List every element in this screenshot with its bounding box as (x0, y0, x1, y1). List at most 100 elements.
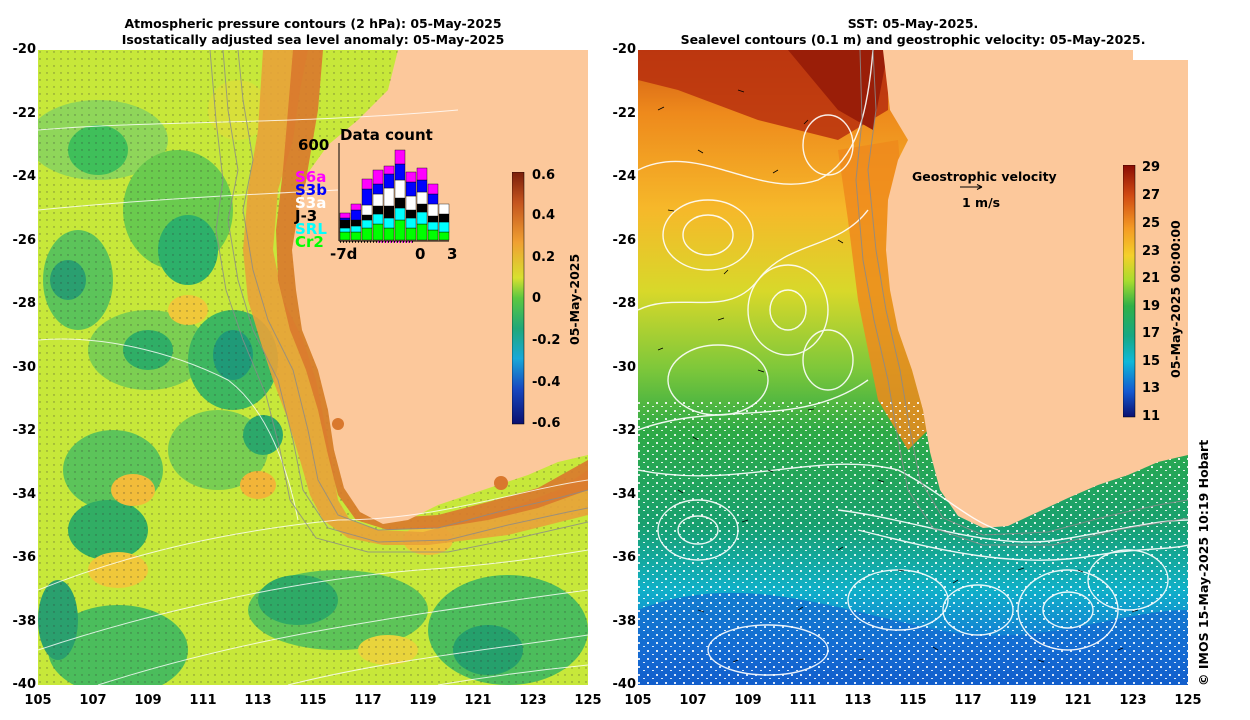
histogram-bar-segment (427, 183, 439, 195)
map-edge-gap (1133, 50, 1188, 60)
histogram-bar-segment (427, 203, 439, 217)
histogram-bar-segment (416, 179, 428, 193)
sst-tick-9: 11 (1142, 409, 1161, 424)
histogram-bar-segment (361, 219, 373, 229)
sla-tick-3: 0 (532, 291, 542, 306)
y-axis-label: -40 (12, 677, 37, 692)
y-axis-label: -34 (612, 486, 637, 502)
x-axis-label: 109 (134, 693, 162, 708)
inset-ymax: 600 (298, 136, 330, 154)
y-axis-label: -40 (612, 677, 637, 692)
histogram-bar-segment (416, 191, 428, 205)
y-axis-label: -28 (612, 296, 637, 311)
right-title-line1: SST: 05-May-2025. (847, 16, 979, 31)
histogram-bar-segment (372, 205, 384, 215)
x-axis-label: 109 (734, 693, 762, 708)
data-count-histogram (338, 143, 450, 243)
legend-s6a: S6a (295, 168, 327, 186)
x-axis-label: 125 (574, 693, 602, 708)
histogram-bar-segment (372, 183, 384, 195)
x-axis-label: 117 (354, 693, 382, 708)
y-axis-label: -20 (12, 42, 37, 57)
sla-tick-5: -0.4 (532, 375, 561, 390)
histogram-bar-segment (361, 178, 373, 190)
histogram-bar-segment (361, 188, 373, 206)
histogram-bar-segment (350, 231, 362, 241)
y-axis-label: -36 (12, 550, 37, 565)
histogram-bar-segment (394, 163, 406, 181)
left-title-line1: Atmospheric pressure contours (2 hPa): 0… (124, 16, 502, 31)
sst-tick-1: 27 (1142, 188, 1161, 203)
histogram-bar-segment (383, 205, 395, 219)
sla-tick-6: -0.6 (532, 416, 561, 431)
histogram-bar-segment (394, 207, 406, 221)
histogram-bar-segment (383, 165, 395, 175)
y-axis-label: -20 (612, 42, 637, 57)
legend-cr2: Cr2 (295, 233, 324, 251)
inset-xlabel-start: -7d (330, 245, 358, 263)
x-axis-label: 113 (844, 693, 872, 708)
warmest-water (788, 50, 888, 130)
legend-j3: J-3 (295, 207, 318, 225)
histogram-bar-segment (372, 213, 384, 225)
histogram-bar-segment (416, 203, 428, 213)
sst-tick-3: 23 (1142, 244, 1161, 259)
x-axis-label: 119 (1009, 693, 1037, 708)
anomaly-colorbar (512, 172, 525, 425)
histogram-bar-segment (361, 227, 373, 241)
pressure-contours (38, 109, 588, 685)
sst-tick-2: 25 (1142, 216, 1161, 231)
histogram-bar-segment (405, 227, 417, 241)
histogram-bar-segment (383, 227, 395, 241)
histogram-bar-segment (361, 204, 373, 216)
sla-tick-0: 0.6 (532, 168, 556, 183)
y-axis-label: -22 (612, 105, 637, 121)
legend-s3a: S3a (295, 194, 327, 212)
histogram-bar-segment (438, 203, 450, 215)
island-left-1 (332, 418, 344, 430)
x-axis-label: 115 (899, 693, 927, 708)
y-axis-label: -28 (12, 296, 37, 311)
x-axis-label: 119 (409, 693, 437, 708)
histogram-bar-segment (438, 231, 450, 241)
histogram-bar-segment (350, 219, 362, 227)
histogram-bar-segment (383, 187, 395, 207)
x-axis-label: 125 (1174, 693, 1202, 708)
anomaly-colorbar-label: 05-May-2025 (567, 253, 582, 345)
sea-level-anomaly-map (38, 50, 588, 685)
histogram-bar-segment (416, 211, 428, 225)
sla-tick-2: 0.2 (532, 250, 556, 265)
histogram-bar-segment (416, 223, 428, 241)
histogram-bar-segment (405, 209, 417, 219)
land-western-australia-sst (883, 50, 1188, 528)
left-title-line2: Isostatically adjusted sea level anomaly… (121, 32, 505, 47)
velocity-scale-label: 1 m/s (962, 195, 1001, 210)
legend-s3b: S3b (295, 181, 327, 199)
legend-srl: SRL (295, 220, 327, 238)
histogram-bar-segment (394, 179, 406, 199)
x-axis-label: 111 (789, 693, 817, 708)
x-axis-label: 107 (79, 693, 107, 708)
y-axis-label: -26 (612, 232, 637, 248)
geostrophic-velocity-arrows (657, 89, 1139, 663)
x-axis-label: 111 (189, 693, 217, 708)
y-axis-label: -32 (12, 423, 37, 438)
x-axis-label: 117 (954, 693, 982, 708)
histogram-bar-segment (361, 214, 373, 221)
histogram-bar-segment (416, 167, 428, 181)
y-axis-label: -22 (12, 105, 37, 121)
x-axis-label: 121 (1064, 693, 1092, 708)
sst-colorbar (1123, 165, 1136, 418)
histogram-bar-segment (350, 203, 362, 211)
velocity-scale-arrow (960, 184, 983, 190)
y-axis-label: -24 (12, 169, 37, 184)
histogram-bar-segment (427, 193, 439, 205)
x-axis-label: 123 (519, 693, 547, 708)
histogram-bar-segment (339, 212, 351, 219)
sst-tick-0: 29 (1142, 160, 1161, 175)
histogram-bar-segment (372, 169, 384, 185)
y-axis-label: -26 (12, 232, 37, 248)
left-map-title: Atmospheric pressure contours (2 hPa): 0… (38, 16, 588, 48)
y-axis-label: -38 (12, 613, 37, 629)
y-axis-label: -34 (12, 486, 37, 502)
